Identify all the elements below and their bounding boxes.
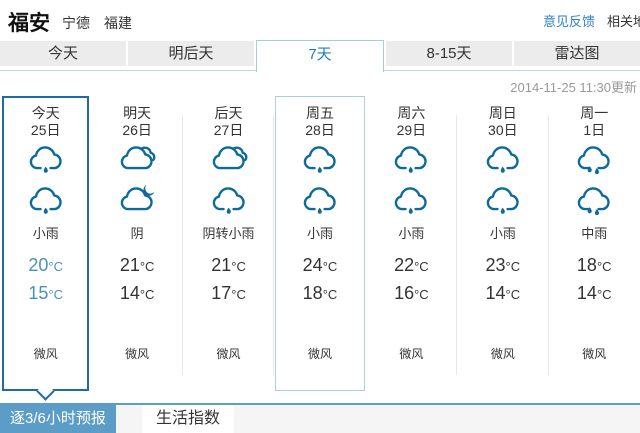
- day-weather-icon: [300, 140, 340, 178]
- seven-day-forecast: 今天 25日 小雨 20°C 15°C 微风 明天 26日 阴 21°C 14°…: [0, 95, 640, 402]
- weather-condition: 中雨: [581, 226, 608, 241]
- day-name: 周五: [305, 105, 334, 121]
- day-name: 明天: [123, 105, 152, 121]
- night-weather-icon: [391, 181, 431, 219]
- weather-condition: 小雨: [398, 226, 425, 241]
- weather-condition: 阴转小雨: [202, 226, 255, 241]
- wind-level: 微风: [582, 347, 607, 361]
- forecast-column-friday[interactable]: 周五 28日 小雨 24°C 18°C 微风: [274, 95, 365, 402]
- day-weather-icon: [26, 140, 66, 178]
- day-date: 26日: [122, 122, 152, 138]
- low-temperature: 14°C: [576, 283, 612, 303]
- tab-7-days[interactable]: 7天: [256, 40, 384, 72]
- high-temperature: 22°C: [394, 255, 429, 275]
- high-temperature: 24°C: [302, 255, 338, 275]
- forecast-column-tomorrow[interactable]: 明天 26日 阴 21°C 14°C 微风: [91, 95, 184, 402]
- forecast-column-today[interactable]: 今天 25日 小雨 20°C 15°C 微风: [0, 95, 91, 402]
- day-name: 后天: [214, 105, 243, 121]
- weather-condition: 小雨: [489, 226, 516, 241]
- tab-next-two-days[interactable]: 明后天: [128, 41, 254, 66]
- high-temperature: 23°C: [485, 255, 521, 275]
- low-temperature: 16°C: [394, 283, 429, 303]
- weather-condition: 阴: [130, 226, 144, 241]
- day-date: 29日: [396, 122, 427, 138]
- day-date: 1日: [583, 122, 606, 138]
- low-temperature: 15°C: [28, 283, 64, 303]
- day-weather-icon: [483, 140, 523, 178]
- bottom-tab-bar: 逐3/6小时预报 生活指数: [0, 403, 640, 433]
- wind-level: 微风: [307, 347, 332, 361]
- high-temperature: 18°C: [576, 255, 612, 275]
- day-name: 今天: [31, 105, 60, 121]
- tab-life-index[interactable]: 生活指数: [142, 405, 235, 433]
- today-pointer-notch: [36, 382, 55, 401]
- night-weather-icon: [483, 181, 523, 219]
- prefecture-link[interactable]: 宁德: [62, 15, 90, 31]
- night-weather-icon: [26, 181, 66, 219]
- forecast-column-monday[interactable]: 周一 1日 中雨 18°C 14°C 微风: [549, 95, 640, 402]
- night-weather-icon: [117, 181, 157, 219]
- day-date: 30日: [488, 122, 518, 138]
- weather-condition: 小雨: [306, 226, 333, 241]
- region-breadcrumb: 宁德 福建: [62, 13, 146, 33]
- tab-hourly-forecast[interactable]: 逐3/6小时预报: [0, 405, 116, 433]
- day-date: 27日: [213, 122, 244, 138]
- wind-level: 微风: [33, 347, 58, 361]
- night-weather-icon: [574, 181, 614, 219]
- tab-radar-map[interactable]: 雷达图: [514, 41, 640, 66]
- forecast-column-sunday[interactable]: 周日 30日 小雨 23°C 14°C 微风: [457, 95, 549, 402]
- day-name: 周一: [580, 105, 609, 121]
- tab-today[interactable]: 今天: [0, 41, 126, 66]
- forecast-column-saturday[interactable]: 周六 29日 小雨 22°C 16°C 微风: [366, 95, 458, 402]
- wind-level: 微风: [490, 347, 515, 361]
- day-date: 25日: [30, 122, 61, 138]
- high-temperature: 20°C: [28, 255, 64, 275]
- low-temperature: 18°C: [302, 283, 338, 303]
- night-weather-icon: [300, 181, 340, 219]
- header-links: 意见反馈相关地区: [543, 11, 640, 30]
- wind-level: 微风: [125, 347, 150, 361]
- day-weather-icon: [574, 140, 614, 178]
- low-temperature: 17°C: [211, 283, 246, 303]
- day-date: 28日: [305, 122, 335, 138]
- high-temperature: 21°C: [119, 255, 155, 275]
- forecast-range-tabs: 今天 明后天 7天 8-15天 雷达图: [0, 40, 640, 72]
- tab-8-15-days[interactable]: 8-15天: [386, 41, 512, 66]
- high-temperature: 21°C: [211, 255, 246, 275]
- update-timestamp: 2014-11-25 11:30更新: [510, 80, 637, 95]
- feedback-link[interactable]: 意见反馈: [543, 14, 596, 29]
- day-weather-icon: [391, 140, 431, 178]
- day-weather-icon: [209, 140, 249, 178]
- day-weather-icon: [117, 140, 157, 178]
- weather-condition: 小雨: [32, 226, 59, 241]
- related-areas-link[interactable]: 相关地区: [607, 14, 640, 29]
- province-link[interactable]: 福建: [104, 15, 132, 31]
- night-weather-icon: [209, 181, 249, 219]
- wind-level: 微风: [216, 347, 241, 361]
- city-name: 福安: [8, 12, 50, 35]
- forecast-column-day-after[interactable]: 后天 27日 阴转小雨 21°C 17°C 微风: [183, 95, 275, 402]
- low-temperature: 14°C: [119, 283, 155, 303]
- day-name: 周六: [397, 105, 426, 121]
- day-name: 周日: [488, 105, 517, 121]
- wind-level: 微风: [399, 347, 424, 361]
- low-temperature: 14°C: [485, 283, 521, 303]
